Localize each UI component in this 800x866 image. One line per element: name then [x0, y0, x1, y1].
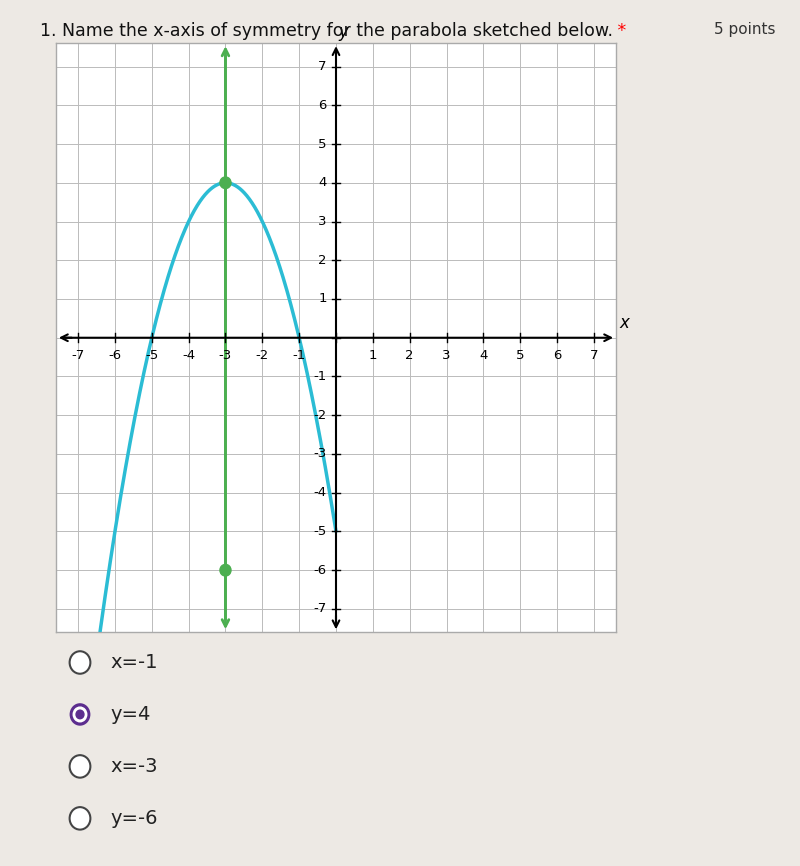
Text: y=-6: y=-6: [110, 809, 158, 828]
Text: -5: -5: [145, 349, 158, 362]
Text: 5: 5: [516, 349, 525, 362]
Text: 5: 5: [318, 138, 326, 151]
Text: -7: -7: [71, 349, 85, 362]
Text: x=-1: x=-1: [110, 653, 158, 672]
Text: -4: -4: [182, 349, 195, 362]
Text: 3: 3: [442, 349, 450, 362]
Text: -3: -3: [314, 448, 326, 461]
Text: 4: 4: [479, 349, 487, 362]
Text: -6: -6: [108, 349, 122, 362]
Text: -3: -3: [219, 349, 232, 362]
Text: 7: 7: [590, 349, 598, 362]
Text: y: y: [338, 23, 348, 42]
Text: x=-3: x=-3: [110, 757, 158, 776]
Text: 5 points: 5 points: [714, 22, 776, 36]
Circle shape: [220, 565, 231, 576]
Text: 6: 6: [553, 349, 562, 362]
Text: -6: -6: [314, 564, 326, 577]
Text: 2: 2: [406, 349, 414, 362]
Text: -1: -1: [314, 370, 326, 383]
Text: 6: 6: [318, 99, 326, 112]
Text: y=4: y=4: [110, 705, 150, 724]
Circle shape: [220, 177, 231, 189]
Text: *: *: [612, 22, 626, 40]
Text: x: x: [619, 314, 629, 332]
Text: 1: 1: [369, 349, 377, 362]
Text: 3: 3: [318, 215, 326, 228]
Text: -2: -2: [256, 349, 269, 362]
Text: -5: -5: [314, 525, 326, 538]
Text: 1: 1: [318, 293, 326, 306]
Text: -2: -2: [314, 409, 326, 422]
Text: -4: -4: [314, 486, 326, 499]
Text: 7: 7: [318, 60, 326, 73]
Text: 1. Name the x-axis of symmetry for the parabola sketched below.: 1. Name the x-axis of symmetry for the p…: [40, 22, 613, 40]
Text: -1: -1: [293, 349, 306, 362]
Text: -7: -7: [314, 603, 326, 616]
Text: 4: 4: [318, 177, 326, 190]
Text: 2: 2: [318, 254, 326, 267]
